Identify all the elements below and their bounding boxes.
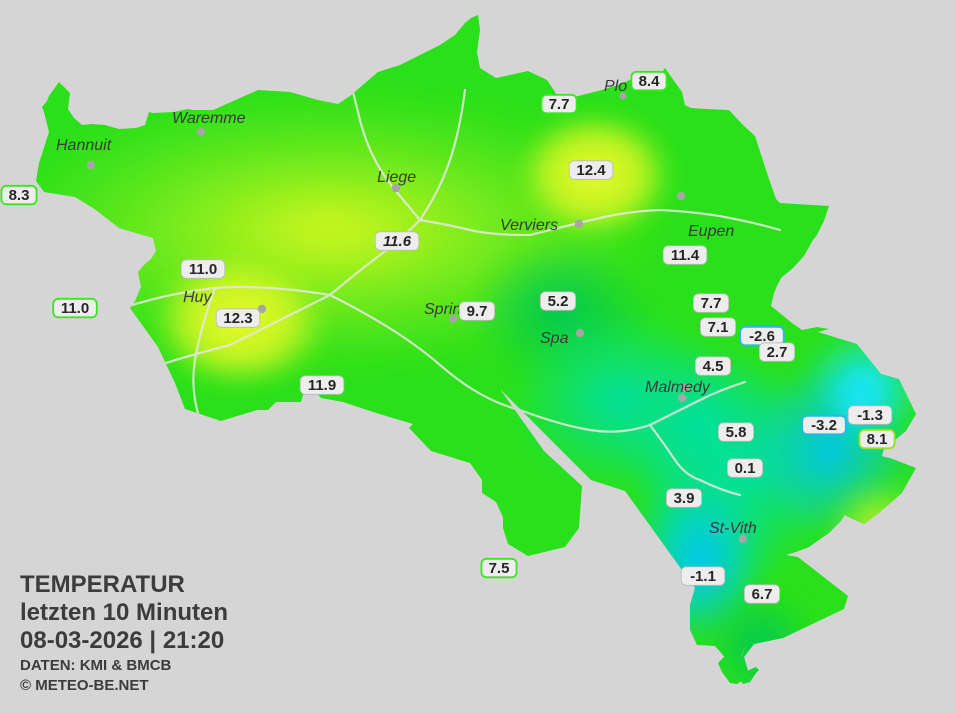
svg-text:11.9: 11.9 <box>308 377 336 394</box>
svg-text:Liege: Liege <box>377 169 416 186</box>
svg-text:9.7: 9.7 <box>467 303 488 320</box>
svg-text:7.7: 7.7 <box>549 96 570 113</box>
svg-text:5.8: 5.8 <box>726 424 747 441</box>
svg-text:8.4: 8.4 <box>639 73 661 90</box>
svg-text:12.3: 12.3 <box>223 310 252 327</box>
svg-text:12.4: 12.4 <box>576 162 606 179</box>
svg-text:Hannuit: Hannuit <box>56 137 112 154</box>
svg-text:Sprin: Sprin <box>424 301 461 318</box>
svg-text:6.7: 6.7 <box>752 586 773 603</box>
svg-text:Verviers: Verviers <box>500 217 558 234</box>
svg-text:7.7: 7.7 <box>701 295 722 312</box>
svg-text:7.5: 7.5 <box>489 560 510 577</box>
svg-text:TEMPERATUR: TEMPERATUR <box>20 571 185 598</box>
svg-text:Malmedy: Malmedy <box>645 379 711 396</box>
svg-text:-1.1: -1.1 <box>690 568 716 585</box>
svg-text:4.5: 4.5 <box>703 358 724 375</box>
svg-text:-3.2: -3.2 <box>811 417 837 434</box>
svg-text:11.0: 11.0 <box>61 300 89 317</box>
svg-text:11.6: 11.6 <box>383 233 412 250</box>
svg-text:Huy: Huy <box>183 289 212 306</box>
svg-text:11.4: 11.4 <box>671 247 700 264</box>
svg-text:-1.3: -1.3 <box>857 407 883 424</box>
svg-text:Plo: Plo <box>604 78 627 95</box>
svg-text:0.1: 0.1 <box>735 460 756 477</box>
svg-text:DATEN: KMI & BMCB: DATEN: KMI & BMCB <box>20 657 172 674</box>
svg-text:St-Vith: St-Vith <box>709 520 757 537</box>
svg-text:11.0: 11.0 <box>189 261 217 278</box>
svg-text:08-03-2026 | 21:20: 08-03-2026 | 21:20 <box>20 627 224 654</box>
svg-text:3.9: 3.9 <box>674 490 695 507</box>
svg-text:Waremme: Waremme <box>172 110 246 127</box>
svg-text:7.1: 7.1 <box>708 319 729 336</box>
svg-text:© METEO-BE.NET: © METEO-BE.NET <box>20 677 149 694</box>
svg-text:Spa: Spa <box>540 330 569 347</box>
svg-text:letzten 10 Minuten: letzten 10 Minuten <box>20 599 228 626</box>
svg-text:8.1: 8.1 <box>867 431 888 448</box>
svg-text:5.2: 5.2 <box>548 293 569 310</box>
svg-text:8.3: 8.3 <box>9 187 30 204</box>
svg-text:2.7: 2.7 <box>767 344 788 361</box>
svg-text:Eupen: Eupen <box>688 223 734 240</box>
